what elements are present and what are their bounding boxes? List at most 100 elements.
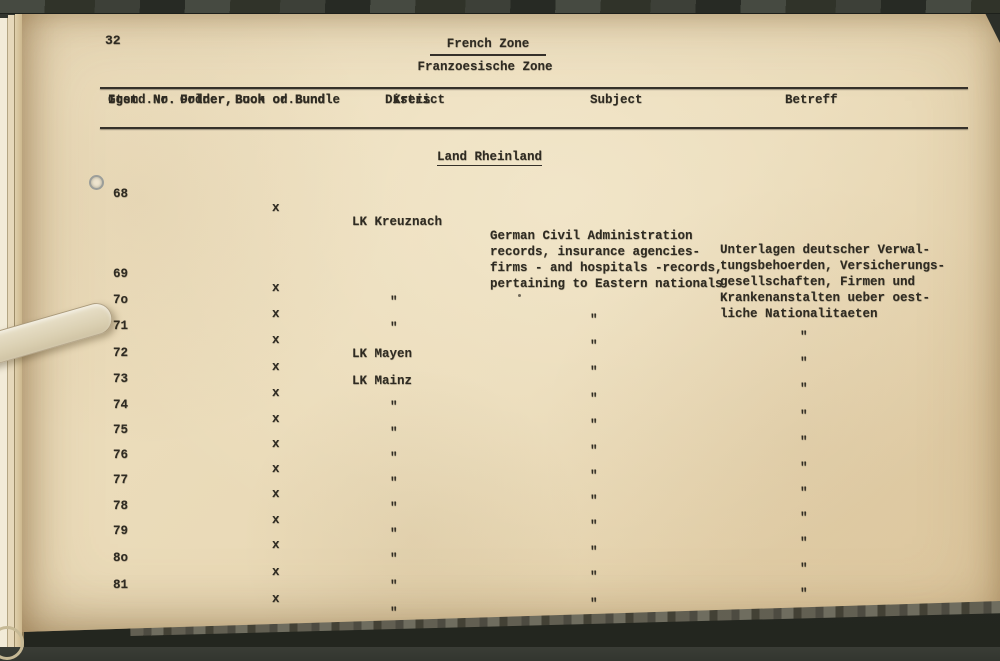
page-subtitle: Franzoesische Zone	[417, 60, 553, 74]
betreff-cell: "	[800, 486, 808, 500]
section-heading: Land Rheinland	[437, 150, 543, 166]
district-cell: "	[390, 501, 398, 515]
column-header-subject: Subject	[590, 93, 643, 107]
betreff-cell: "	[800, 461, 808, 475]
betreff-cell: "	[800, 511, 808, 525]
district-cell: "	[390, 400, 398, 414]
table-row: 78 x " " "	[22, 484, 1000, 576]
book-cell: x	[272, 513, 280, 527]
district-cell: "	[390, 527, 398, 541]
item-number-cell: 74	[113, 398, 129, 412]
district-cell: "	[390, 579, 398, 593]
table-row: 7o x " " "	[22, 278, 1000, 370]
subject-cell: "	[590, 418, 598, 432]
header-line: Kreis	[393, 93, 431, 107]
subject-cell: "	[590, 519, 598, 533]
district-cell: "	[390, 321, 398, 335]
district-cell: LK Mainz	[352, 374, 413, 388]
column-header-folder: Folder, Ordner,	[180, 93, 233, 108]
subject-cell: "	[590, 313, 598, 327]
table-row: 75 x " " "	[22, 408, 1000, 500]
district-cell: LK Kreuznach	[352, 215, 443, 229]
table-row: 74 x " " "	[22, 383, 1000, 475]
subject-cell: "	[590, 545, 598, 559]
betreff-cell: "	[800, 356, 808, 370]
book-cell: x	[272, 462, 280, 476]
subject-cell: "	[590, 494, 598, 508]
table-row: 72 x LK Mainz " "	[22, 331, 1000, 423]
scan-corner-shadow	[985, 13, 1000, 43]
book-cell: x	[272, 565, 280, 579]
header-line: Folder,	[180, 93, 233, 107]
column-header-book: Book or Bundle Buch od.Bund	[235, 93, 340, 108]
district-cell: "	[390, 295, 398, 309]
district-cell: LK Mayen	[352, 347, 413, 361]
column-header-district: District Kreis	[385, 93, 445, 108]
subject-cell: German Civil Administration records, ins…	[490, 229, 723, 291]
page-title: French Zone	[430, 37, 546, 56]
book-cell: x	[272, 281, 280, 295]
subject-cell: "	[590, 570, 598, 584]
column-header-item: Item No. Ggstd.Nr.	[108, 93, 176, 108]
item-number-cell: 75	[113, 423, 129, 437]
subject-cell: "	[590, 365, 598, 379]
book-cell: x	[272, 592, 280, 606]
betreff-cell: "	[800, 536, 808, 550]
header-line: Book or Bundle	[235, 93, 341, 107]
header-line: Buch od.Bund	[235, 93, 326, 107]
book-cell: x	[272, 538, 280, 552]
item-number-cell: 69	[113, 267, 129, 281]
district-cell: "	[390, 451, 398, 465]
item-number-cell: 73	[113, 372, 129, 386]
header-line: District	[385, 93, 446, 107]
subject-cell: "	[590, 624, 598, 638]
betreff-cell: "	[800, 409, 808, 423]
betreff-cell: Unterlagen deutscher Verwal- tungsbehoer…	[720, 243, 946, 321]
column-header-betreff: Betreff	[785, 93, 838, 107]
book-cell: x	[272, 307, 280, 321]
table-row: 73 x " " "	[22, 357, 1000, 449]
item-number-cell: 78	[113, 499, 129, 513]
item-number-cell: 7o	[113, 293, 129, 307]
district-cell: "	[390, 552, 398, 566]
item-number-cell: 71	[113, 319, 129, 333]
subject-cell: "	[590, 392, 598, 406]
district-cell: "	[390, 476, 398, 490]
betreff-cell: "	[800, 587, 808, 601]
betreff-cell: "	[800, 435, 808, 449]
item-number-cell: 79	[113, 524, 129, 538]
table-row: 81 x " " "	[22, 563, 1000, 632]
header-line: Ordner,	[180, 93, 233, 107]
book-cell: x	[272, 386, 280, 400]
subject-cell: "	[590, 469, 598, 483]
district-cell: "	[390, 426, 398, 440]
header-line: Item No.	[108, 93, 176, 107]
table-row: 76 x " " "	[22, 433, 1000, 525]
scan-background-top	[0, 0, 1000, 14]
book-cell: x	[272, 201, 280, 215]
table-rule-bottom	[100, 127, 968, 129]
district-cell: "	[390, 606, 398, 620]
betreff-cell: "	[800, 562, 808, 576]
page-number: 32	[105, 33, 121, 48]
book-cell: x	[272, 487, 280, 501]
subject-cell: "	[590, 339, 598, 353]
item-number-cell: 76	[113, 448, 129, 462]
table-row: 79 x " " "	[22, 509, 1000, 601]
table-row: 77 x " " "	[22, 458, 1000, 550]
betreff-cell: "	[800, 641, 808, 655]
header-line: Ggstd.Nr.	[108, 93, 176, 107]
table-row: 69 x " " "	[22, 252, 1000, 344]
betreff-cell: "	[800, 382, 808, 396]
book-cell: x	[272, 437, 280, 451]
table-row: 68 x LK Kreuznach German Civil Administr…	[22, 172, 1000, 321]
book-cell: x	[272, 333, 280, 347]
table-row: 8o x " " "	[22, 536, 1000, 628]
item-number-cell: 8o	[113, 551, 129, 565]
book-cell: x	[272, 412, 280, 426]
book-cell: x	[272, 360, 280, 374]
betreff-cell: "	[800, 330, 808, 344]
subject-cell: "	[590, 597, 598, 611]
table-row: 71 x LK Mayen " "	[22, 304, 1000, 396]
item-number-cell: 81	[113, 578, 129, 592]
